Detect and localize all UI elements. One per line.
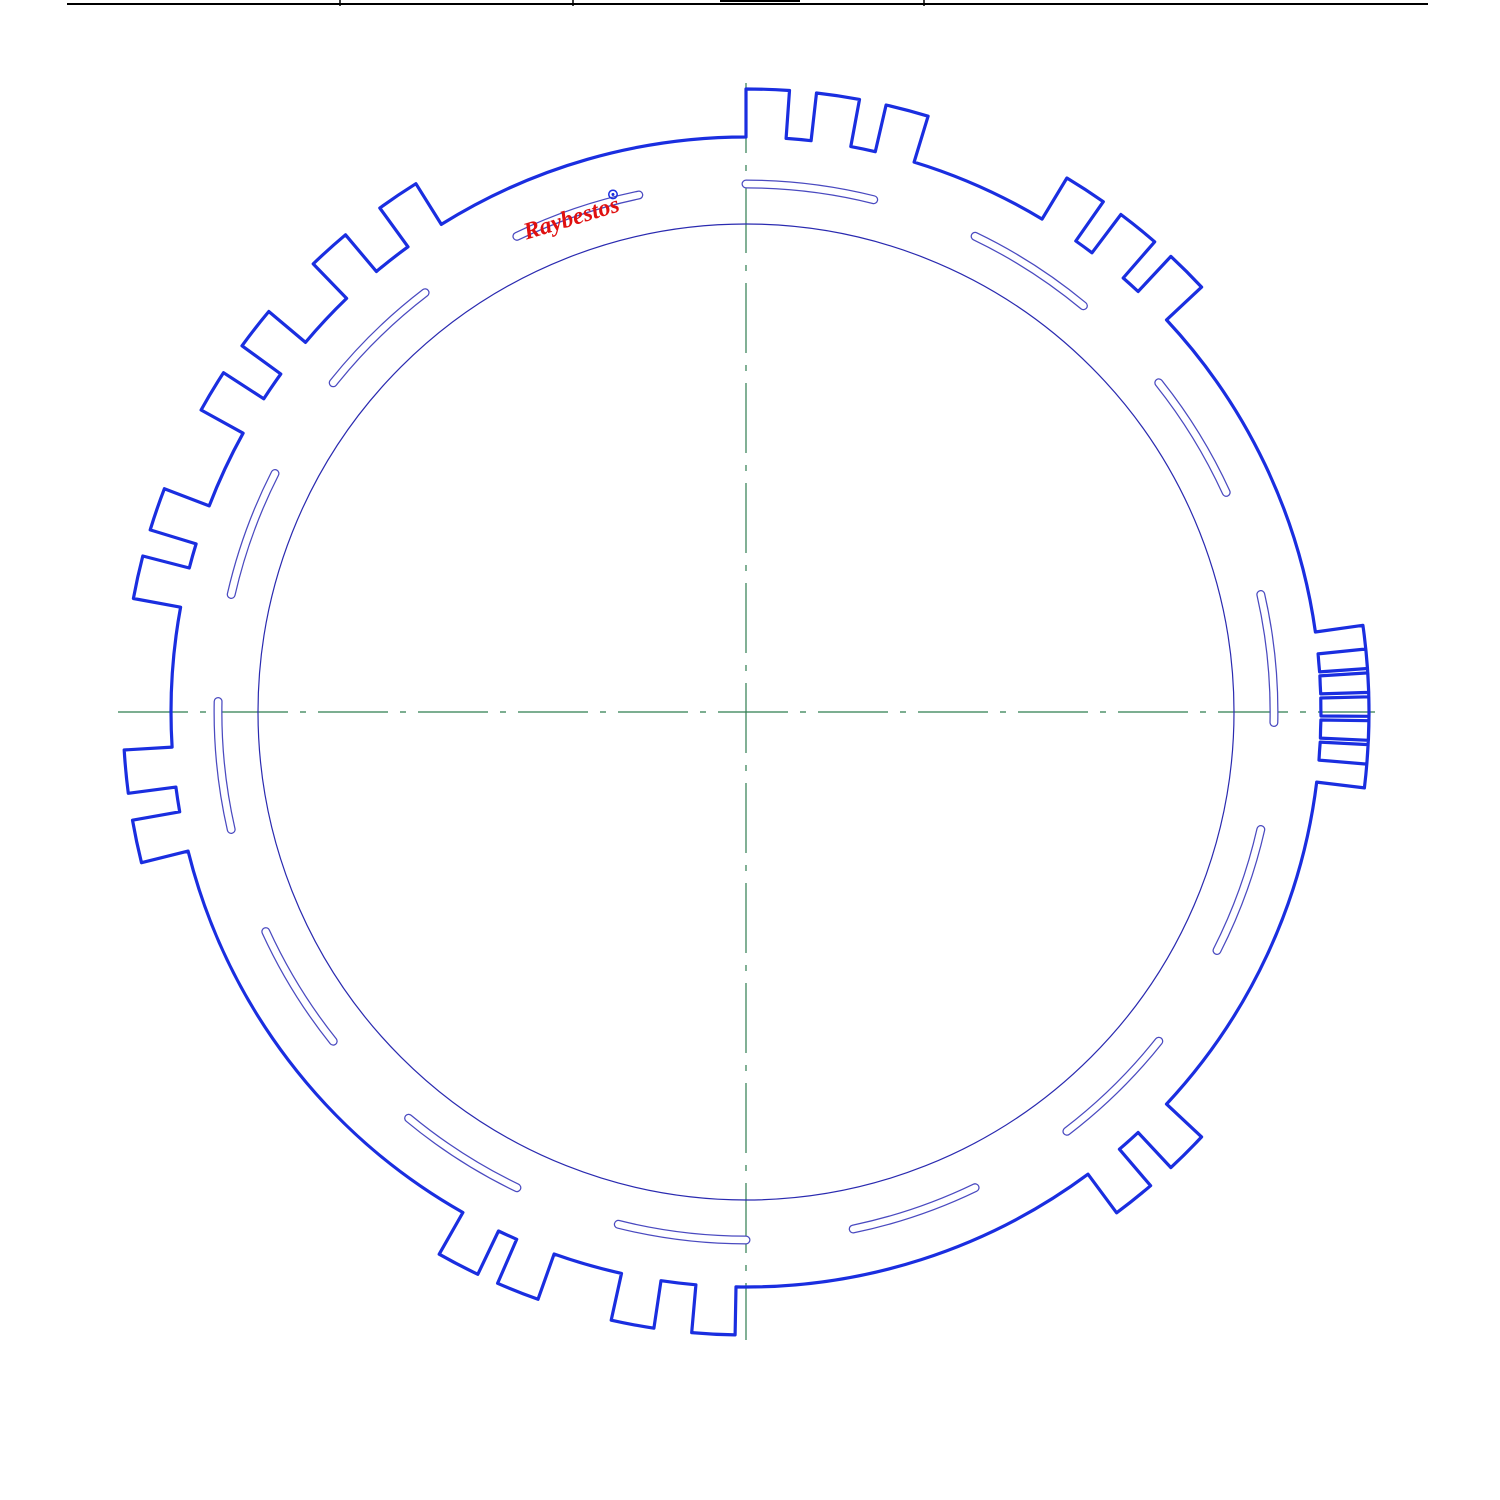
registered-mark-icon	[608, 189, 618, 200]
center-lines	[118, 83, 1375, 1340]
inner-bore-circle	[257, 223, 1235, 1201]
oil-slot-interior	[405, 1114, 521, 1191]
oil-slot-interior	[227, 470, 279, 598]
raybestos-logo: Raybestos	[520, 189, 623, 246]
oil-slots	[213, 179, 1279, 1245]
plate-outer-profile	[122, 87, 1371, 1337]
oil-slot-interior	[971, 233, 1087, 310]
oil-slot-interior	[1155, 379, 1230, 496]
oil-slot-interior	[1063, 1037, 1163, 1135]
oil-slot-interior	[262, 928, 337, 1045]
oil-slot-interior	[1257, 591, 1278, 726]
oil-slot-interior	[742, 180, 877, 203]
oil-slot-interior	[615, 1221, 750, 1244]
oil-slot-interior	[1213, 826, 1265, 954]
oil-slot-interior	[513, 191, 643, 240]
oil-slot-interior	[849, 1184, 979, 1233]
oil-slot-interior	[214, 698, 235, 833]
oil-slot-interior	[329, 289, 429, 387]
title-block	[67, 0, 1428, 6]
logo-text: Raybestos	[520, 192, 623, 246]
